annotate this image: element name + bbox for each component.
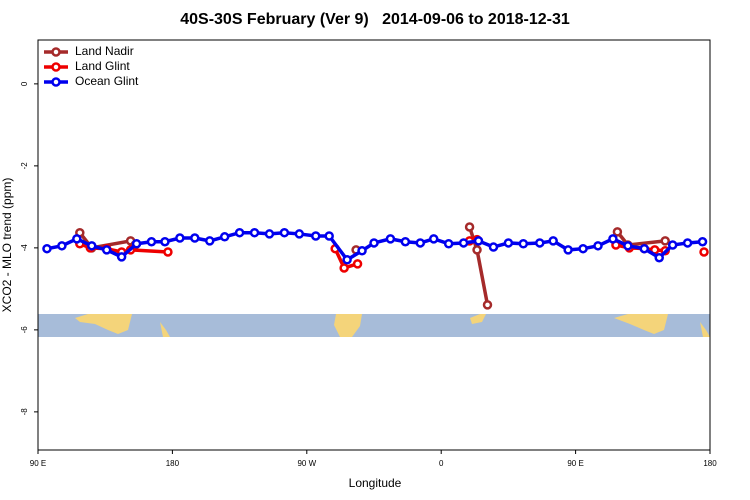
point [342, 255, 352, 265]
point [339, 263, 349, 273]
point [482, 300, 493, 310]
point [697, 236, 708, 247]
point [87, 241, 97, 251]
point [131, 239, 142, 249]
point [352, 259, 363, 269]
y-tick-label: 0 [20, 81, 29, 86]
point [369, 238, 379, 248]
plot-frame [37, 39, 711, 451]
x-tick-label: 180 [703, 459, 717, 468]
point [249, 227, 260, 238]
point [488, 242, 499, 252]
point [623, 241, 633, 251]
point [667, 240, 678, 250]
x-tick-label: 0 [439, 459, 444, 468]
x-axis-label: Longitude [349, 476, 402, 490]
point [385, 234, 396, 244]
x-tick-label: 90 W [297, 459, 316, 468]
point [660, 236, 670, 246]
point [472, 245, 482, 255]
point [279, 227, 290, 238]
point [415, 238, 426, 248]
legend-marker [51, 47, 61, 57]
legend-marker [51, 62, 61, 72]
point [101, 245, 112, 255]
point [204, 236, 215, 246]
point [357, 245, 367, 256]
point [548, 236, 558, 246]
point [428, 234, 439, 244]
point [116, 252, 127, 262]
point [593, 241, 603, 251]
point [578, 243, 588, 254]
point [72, 234, 82, 244]
point [464, 222, 475, 232]
point [473, 236, 484, 246]
point [219, 232, 230, 242]
point [682, 238, 693, 248]
point [294, 229, 305, 239]
legend-marker [51, 77, 61, 87]
point [57, 241, 67, 251]
point [311, 231, 321, 241]
chart-title: 40S-30S February (Ver 9) 2014-09-06 to 2… [180, 11, 570, 28]
point [563, 245, 573, 255]
point [160, 236, 170, 247]
legend-label: Ocean Glint [75, 74, 139, 88]
map-strip [38, 314, 710, 337]
x-tick-label: 90 E [567, 459, 583, 468]
point [175, 233, 185, 243]
point [42, 243, 52, 254]
point [699, 247, 709, 257]
point [639, 243, 650, 254]
y-tick-label: -6 [20, 326, 29, 334]
point [190, 233, 200, 243]
y-tick-label: -2 [20, 162, 29, 170]
y-axis-label: XCO2 - MLO trend (ppm) [0, 178, 14, 313]
point [443, 239, 454, 249]
point [146, 236, 157, 247]
point [163, 247, 173, 257]
point [518, 239, 529, 249]
point [612, 227, 623, 237]
point [234, 227, 245, 238]
point [264, 229, 275, 239]
x-tick-label: 90 E [30, 459, 46, 468]
y-tick-label: -8 [20, 408, 29, 416]
y-tick-label: -4 [20, 244, 29, 252]
point [608, 234, 618, 244]
legend-label: Land Nadir [75, 44, 134, 58]
series-line [80, 240, 704, 268]
point [400, 236, 411, 247]
x-tick-label: 180 [166, 459, 180, 468]
point [503, 238, 514, 248]
point [324, 231, 334, 241]
legend-label: Land Glint [75, 59, 130, 73]
point [535, 238, 545, 248]
point [458, 238, 469, 248]
point [654, 252, 664, 263]
